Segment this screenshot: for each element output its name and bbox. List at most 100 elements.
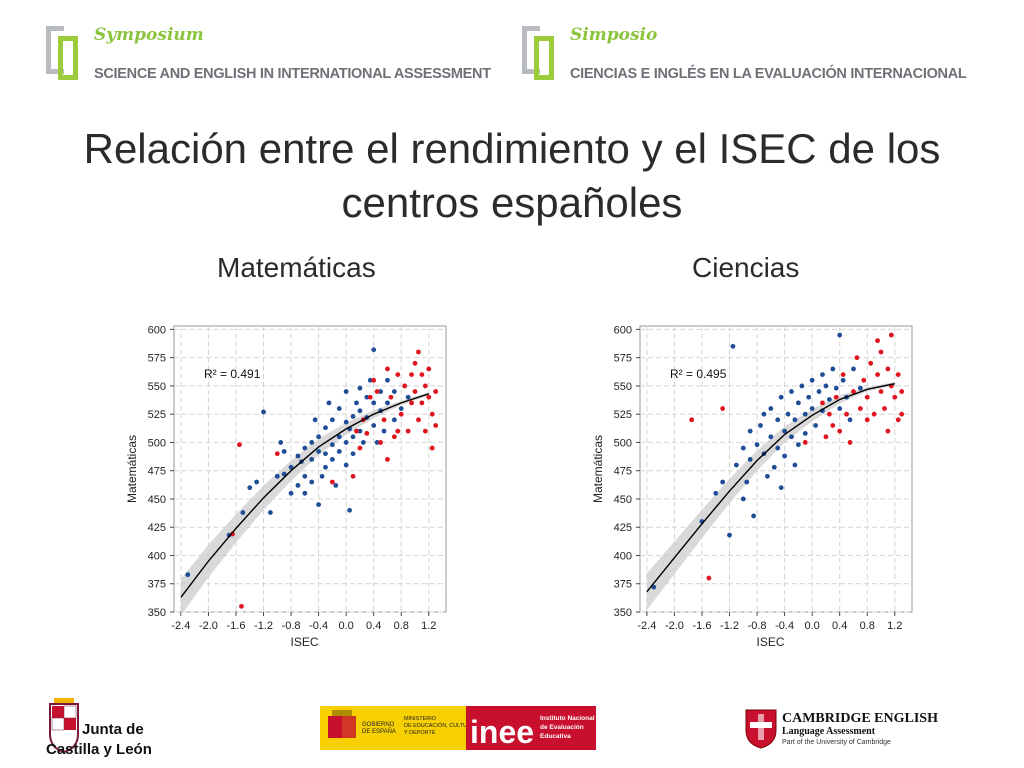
data-point-red — [833, 394, 839, 400]
data-point-red — [239, 603, 244, 609]
data-point-red — [830, 423, 836, 428]
data-point-blue — [360, 440, 366, 445]
data-point-blue — [816, 389, 822, 394]
science-scatter-chart: 350 375 400 425 450 475 500 525 550 575 600 -2.4 -2.… — [591, 324, 913, 649]
data-point-blue — [288, 490, 294, 496]
data-point-red — [847, 440, 853, 445]
data-point-blue — [789, 434, 794, 440]
header-left: Symposium SCIENCE AND ENGLISH IN INTERNA… — [46, 20, 491, 90]
data-point-blue — [247, 485, 253, 491]
data-point-blue — [744, 479, 750, 485]
data-point-red — [854, 355, 860, 361]
spain-coat-of-arms-icon — [328, 710, 356, 738]
data-point-blue — [333, 482, 339, 488]
data-point-blue — [857, 385, 863, 391]
data-point-blue — [367, 377, 373, 383]
data-point-blue — [398, 406, 404, 411]
data-point-blue — [809, 406, 815, 411]
data-point-red — [878, 389, 884, 394]
data-point-blue — [336, 434, 342, 440]
data-point-red — [433, 423, 439, 428]
data-point-blue — [833, 385, 839, 391]
logo-grey-bracket — [522, 26, 540, 74]
y-tick-label: 500 — [614, 437, 632, 449]
x-tick-label: -0.4 — [309, 620, 328, 632]
data-point-red — [429, 445, 435, 451]
junta-castilla-leon-logo: Junta de Castilla y León — [46, 698, 152, 758]
data-point-red — [329, 479, 335, 485]
data-point-blue — [806, 394, 812, 400]
data-point-blue — [385, 377, 390, 383]
data-point-red — [802, 440, 808, 445]
data-point-blue — [329, 417, 335, 423]
ministry-text3: Y DEPORTE — [404, 730, 436, 736]
y-tick-label: 475 — [614, 466, 632, 478]
slide-title-line1: Relación entre el rendimiento y el ISEC … — [83, 125, 941, 172]
data-point-blue — [302, 445, 308, 451]
data-point-blue — [405, 394, 411, 400]
x-tick-label: -2.0 — [665, 620, 684, 632]
data-point-red — [875, 372, 880, 378]
r2-annotation: R² = 0.495 — [670, 367, 727, 381]
y-tick-label: 425 — [148, 522, 166, 534]
data-point-blue — [357, 408, 363, 414]
header-right-brand: Simposio — [570, 25, 658, 45]
data-point-blue — [364, 394, 370, 400]
data-point-blue — [329, 442, 335, 448]
inee-text3: Educativa — [540, 733, 571, 740]
data-point-blue — [371, 423, 377, 428]
header-right-subtitle: CIENCIAS E INGLÉS EN LA EVALUACIÓN INTER… — [570, 66, 967, 82]
x-axis-label: ISEC — [291, 635, 319, 649]
y-axis-label: Matemáticas — [591, 435, 605, 503]
y-axis-label: Matemáticas — [125, 435, 139, 503]
r2-annotation: R² = 0.491 — [204, 367, 261, 381]
logo-grey-bracket — [46, 26, 64, 74]
data-point-blue — [740, 496, 746, 502]
data-point-red — [395, 372, 401, 378]
x-tick-label: -1.2 — [720, 620, 739, 632]
data-point-red — [422, 383, 428, 389]
data-point-blue — [740, 445, 746, 451]
x-tick-label: 0.8 — [394, 620, 409, 632]
y-tick-label: 350 — [614, 607, 632, 619]
cambridge-line3: Part of the University of Cambridge — [782, 739, 891, 746]
x-tick-label: -2.4 — [637, 620, 656, 632]
y-tick-label: 525 — [148, 409, 166, 421]
data-point-red — [899, 389, 905, 394]
data-point-blue — [747, 456, 753, 462]
data-point-blue — [309, 479, 315, 485]
data-point-blue — [391, 417, 397, 423]
data-point-blue — [302, 473, 308, 479]
data-point-red — [409, 400, 414, 406]
simposio-logo-icon — [522, 20, 570, 82]
fit-curve — [180, 393, 430, 598]
y-tick-label: 425 — [614, 522, 632, 534]
x-tick-label: 1.2 — [887, 620, 902, 632]
jcyl-line1: Junta de — [82, 721, 144, 738]
y-tick-label: 525 — [614, 409, 632, 421]
data-point-red — [429, 411, 435, 417]
symposium-logo-icon — [46, 20, 94, 82]
data-point-blue — [837, 332, 843, 338]
data-point-red — [433, 389, 439, 394]
data-point-red — [402, 383, 408, 389]
data-point-blue — [354, 400, 359, 406]
data-point-blue — [309, 440, 315, 445]
inee-text1: Instituto Nacional — [540, 715, 595, 722]
data-point-blue — [802, 430, 808, 436]
header-left-brand: Symposium — [94, 25, 204, 45]
data-point-blue — [823, 383, 829, 389]
data-point-red — [882, 406, 887, 411]
data-point-blue — [316, 449, 322, 454]
data-point-red — [851, 389, 856, 394]
math-subtitle: Matemáticas — [217, 252, 376, 283]
data-point-blue — [329, 456, 335, 462]
data-point-red — [820, 400, 825, 406]
x-tick-label: -1.2 — [254, 620, 273, 632]
data-point-blue — [782, 428, 788, 434]
data-point-blue — [795, 442, 801, 448]
data-point-blue — [847, 417, 853, 423]
y-tick-label: 500 — [148, 437, 166, 449]
gov-text2: DE ESPAÑA — [362, 728, 396, 735]
data-point-blue — [281, 449, 287, 454]
